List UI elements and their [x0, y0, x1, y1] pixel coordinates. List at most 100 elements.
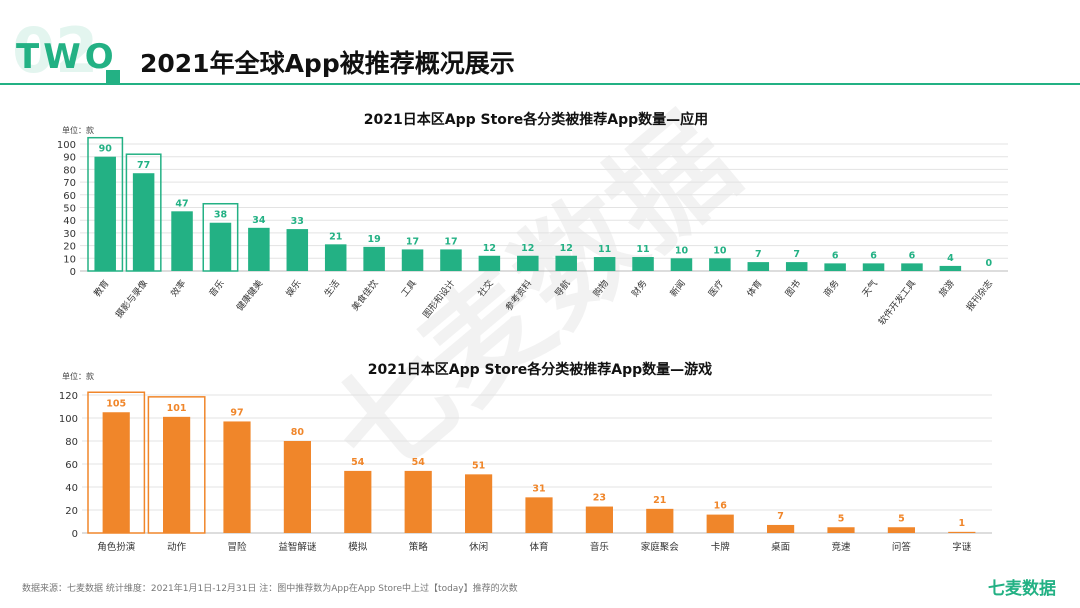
- game-chart-bars: [102, 412, 976, 533]
- app-value-label: 19: [368, 234, 381, 245]
- app-value-label: 7: [793, 249, 800, 260]
- app-category-label: 工具: [399, 278, 419, 299]
- app-category-label: 健康健美: [234, 277, 266, 313]
- app-category-label: 新闻: [667, 277, 688, 299]
- game-category-label: 音乐: [590, 541, 610, 553]
- game-bar: [283, 441, 311, 533]
- footer-brand: 七麦数据: [988, 578, 1056, 599]
- game-chart-title: 2021日本区App Store各分类被推荐App数量—游戏: [368, 361, 712, 378]
- game-category-label: 卡牌: [711, 541, 731, 553]
- app-chart-grid: [80, 143, 1008, 272]
- app-bar: [747, 262, 770, 271]
- app-y-tick-label: 20: [63, 242, 76, 253]
- app-value-label: 12: [483, 243, 496, 254]
- app-category-label: 商务: [821, 277, 842, 299]
- app-bar: [555, 255, 577, 271]
- app-y-tick-label: 40: [63, 216, 76, 227]
- game-category-label: 桌面: [771, 541, 790, 553]
- header-badge-block: [106, 70, 120, 84]
- app-bar: [440, 249, 462, 271]
- game-value-label: 21: [653, 495, 666, 506]
- app-value-label: 38: [214, 210, 228, 221]
- app-value-label: 21: [329, 231, 342, 242]
- game-category-label: 家庭聚会: [641, 541, 680, 553]
- game-chart-unit-label: 单位：款: [62, 371, 94, 381]
- game-bar: [585, 506, 613, 533]
- page-title: 2021年全球App被推荐概况展示: [140, 49, 515, 78]
- app-value-label: 10: [675, 245, 689, 256]
- game-value-label: 51: [472, 460, 485, 471]
- app-value-label: 47: [175, 198, 188, 209]
- game-value-label: 54: [412, 457, 426, 468]
- game-value-label: 80: [291, 427, 305, 438]
- app-bar: [709, 258, 731, 271]
- app-bar: [401, 249, 424, 271]
- game-value-label: 23: [593, 493, 606, 504]
- app-y-tick-label: 50: [63, 204, 76, 215]
- app-value-label: 12: [560, 243, 573, 254]
- app-bar: [785, 262, 808, 271]
- app-bar: [363, 246, 385, 271]
- app-value-label: 10: [713, 245, 727, 256]
- app-y-tick-label: 30: [63, 229, 76, 240]
- app-bar: [632, 257, 654, 271]
- game-value-label: 101: [167, 403, 187, 414]
- app-bar: [862, 263, 885, 271]
- game-value-label: 5: [838, 513, 845, 524]
- app-value-label: 7: [755, 249, 762, 260]
- app-value-label: 12: [521, 243, 534, 254]
- game-value-label: 105: [106, 398, 126, 409]
- game-y-tick-label: 40: [65, 483, 78, 494]
- app-bar: [209, 222, 232, 271]
- app-chart-title: 2021日本区App Store各分类被推荐App数量—应用: [364, 111, 708, 128]
- app-bar: [901, 263, 923, 271]
- game-bar: [706, 514, 734, 533]
- app-value-label: 6: [832, 250, 839, 261]
- app-category-label: 美食佳饮: [349, 277, 381, 313]
- header-badge-number: 02: [12, 14, 98, 87]
- app-y-tick-label: 70: [63, 178, 76, 189]
- game-value-label: 31: [532, 483, 545, 494]
- game-category-label: 问答: [892, 541, 912, 553]
- app-chart-unit-label: 单位：款: [62, 125, 94, 135]
- app-category-label: 医疗: [706, 277, 727, 299]
- game-y-tick-label: 80: [65, 437, 78, 448]
- app-category-label: 天气: [859, 277, 880, 299]
- app-value-label: 11: [598, 244, 611, 255]
- app-y-tick-label: 0: [70, 267, 76, 278]
- app-value-label: 11: [636, 244, 649, 255]
- game-bar: [948, 531, 976, 533]
- app-chart-bars: [94, 156, 962, 271]
- app-value-label: 34: [252, 215, 266, 226]
- app-category-label: 教育: [91, 277, 112, 299]
- game-value-label: 1: [958, 518, 965, 529]
- app-bar: [593, 257, 616, 271]
- game-bar: [767, 524, 795, 533]
- game-bar: [887, 527, 915, 533]
- app-category-label: 摄影与录像: [113, 277, 150, 320]
- app-bar: [824, 263, 846, 271]
- game-y-tick-label: 0: [72, 529, 78, 540]
- game-bar: [344, 470, 372, 533]
- game-category-label: 动作: [167, 541, 187, 553]
- app-y-tick-label: 10: [63, 254, 76, 265]
- game-category-label: 体育: [529, 541, 548, 553]
- game-value-label: 7: [777, 511, 784, 522]
- app-category-label: 软件开发工具: [876, 277, 919, 327]
- app-value-label: 0: [985, 258, 992, 269]
- game-bar: [223, 421, 251, 533]
- app-y-tick-label: 90: [63, 153, 76, 164]
- game-value-label: 97: [230, 407, 243, 418]
- app-value-label: 17: [444, 236, 457, 247]
- app-bar: [517, 255, 539, 271]
- app-value-label: 17: [406, 236, 419, 247]
- app-category-label: 音乐: [206, 277, 227, 299]
- app-category-label: 娱乐: [283, 277, 304, 299]
- game-bar: [404, 470, 432, 533]
- app-bar: [478, 255, 501, 271]
- game-y-tick-label: 60: [65, 460, 78, 471]
- app-bar: [132, 173, 155, 271]
